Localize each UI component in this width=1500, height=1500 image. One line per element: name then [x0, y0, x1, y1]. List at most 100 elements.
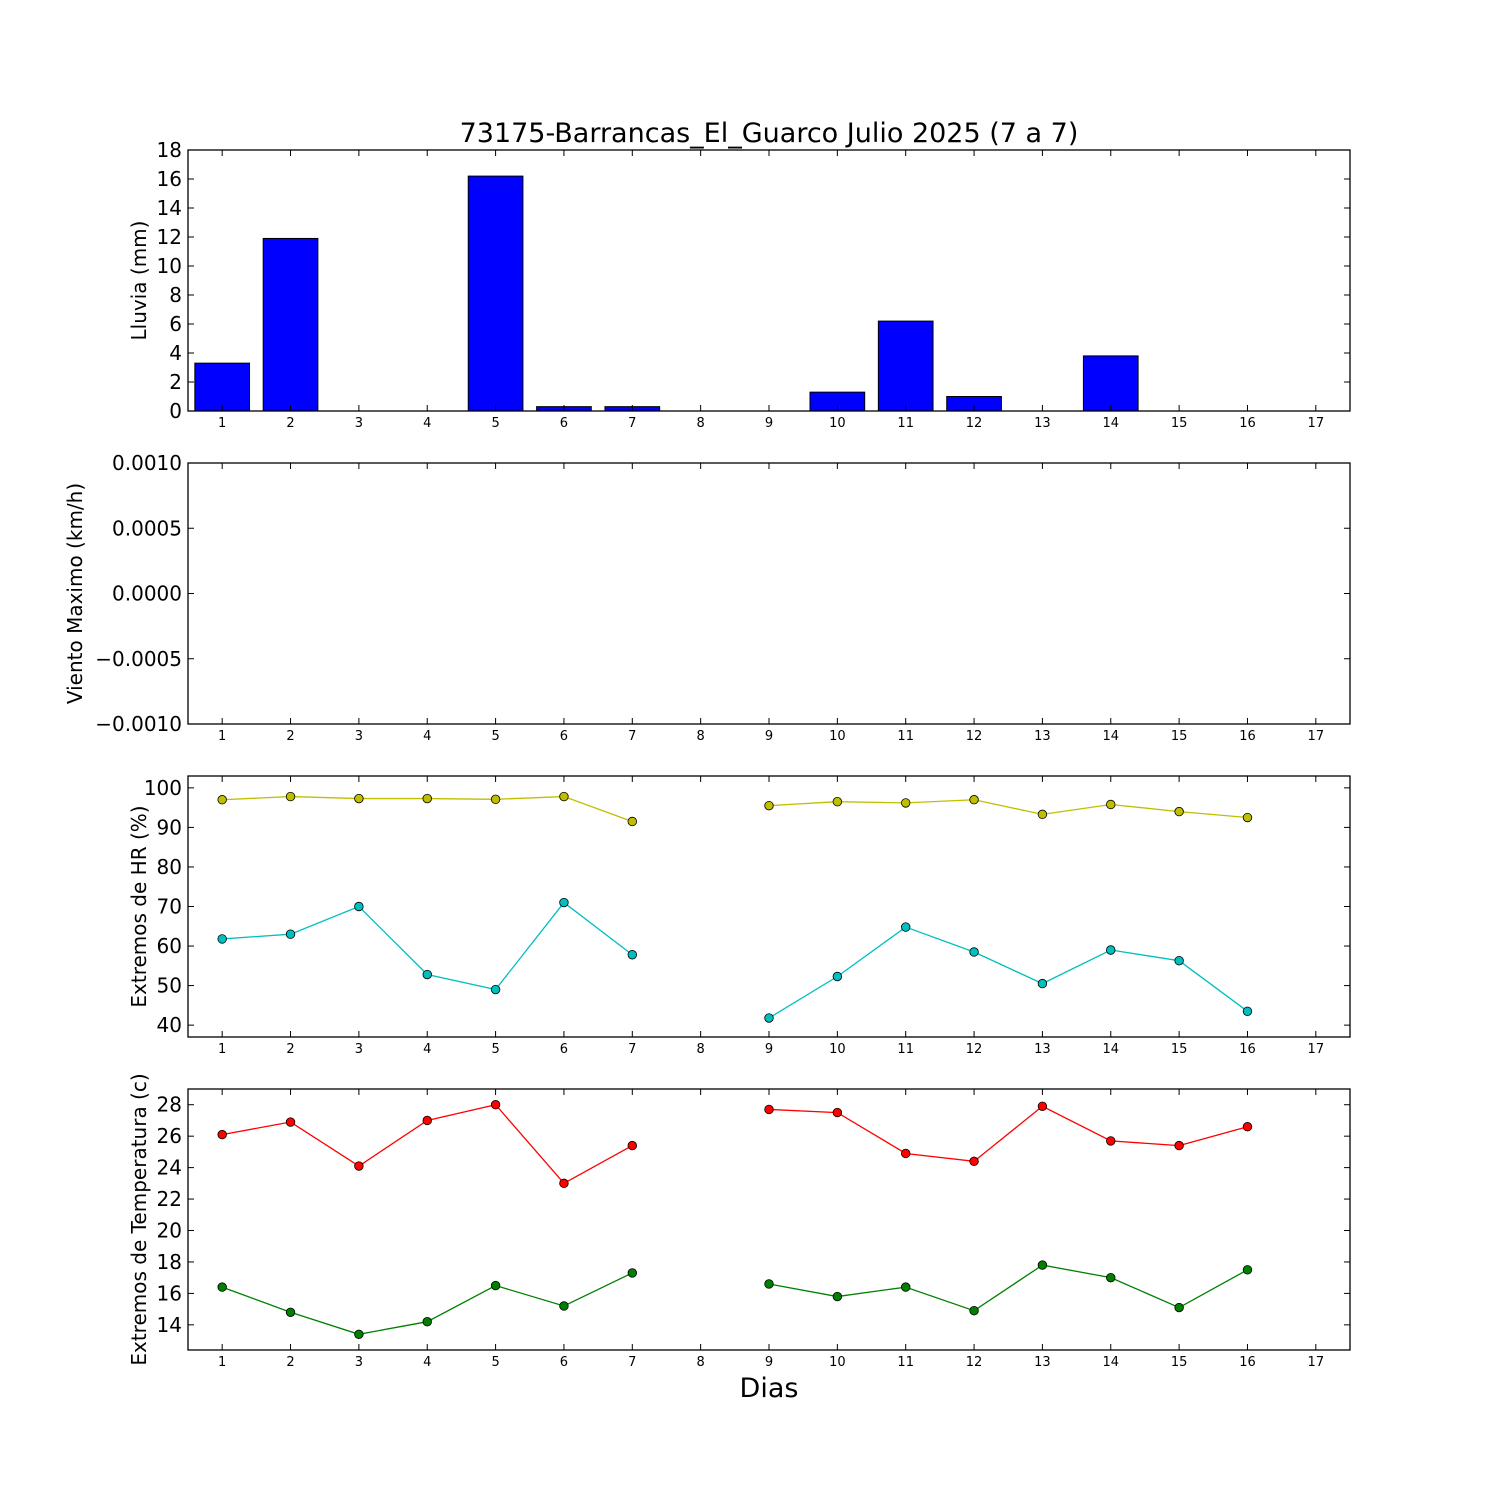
temperatura-point-day-16	[1242, 1122, 1253, 1132]
bar-day-5	[467, 175, 524, 412]
temperatura-point-day-14	[1106, 1272, 1116, 1283]
bar-day-11	[877, 320, 934, 412]
lluvia-xtick-label: 15	[1171, 416, 1188, 431]
lluvia-ytick-label: 0	[169, 399, 182, 423]
temperatura-series-1	[217, 1260, 1253, 1339]
hr-point-day-1	[217, 795, 227, 805]
temperatura-xtick-label: 13	[1034, 1355, 1051, 1370]
temperatura-series-0-line-1	[768, 1105, 1248, 1163]
hr-point-day-2	[285, 791, 296, 802]
hr-xtick-label: 8	[697, 1042, 705, 1057]
hr-point-day-10	[832, 971, 843, 982]
lluvia-ytick-label: 18	[157, 138, 182, 162]
lluvia-ylabel: Lluvia (mm)	[127, 221, 151, 341]
panel-hr: 1 2 3 4 5 6 7 8 9 10 11 12 13 14 15 16 17405060708090100…	[127, 775, 1351, 1057]
temperatura-point-day-4	[422, 1115, 432, 1126]
viento-xtick-label: 4	[423, 729, 431, 744]
hr-point-day-3	[354, 793, 364, 804]
lluvia-ytick-label: 4	[169, 341, 182, 365]
chart-title: 73175-Barrancas_El_Guarco Julio 2025 (7 …	[460, 118, 1079, 149]
viento-xtick-label: 12	[966, 729, 983, 744]
x-axis-label: Dias	[740, 1373, 799, 1404]
hr-point-day-4	[422, 969, 432, 980]
temperatura-xtick-label: 10	[829, 1355, 846, 1370]
hr-xtick-label: 12	[966, 1042, 983, 1057]
hr-point-day-13	[1037, 978, 1048, 989]
temperatura-point-day-15	[1174, 1302, 1184, 1313]
hr-point-day-15	[1174, 806, 1184, 817]
hr-ytick-label: 100	[144, 776, 182, 800]
hr-xtick-label: 15	[1171, 1042, 1188, 1057]
temperatura-point-day-14	[1106, 1136, 1116, 1146]
lluvia-xtick-label: 2	[286, 416, 294, 431]
viento-xtick-label: 14	[1102, 729, 1119, 744]
temperatura-xtick-label: 8	[697, 1355, 705, 1370]
hr-point-day-16	[1242, 1006, 1253, 1017]
viento-ytick-label: −0.0005	[95, 647, 182, 671]
hr-series-0-line-1	[768, 799, 1248, 819]
temperatura-point-day-2	[285, 1307, 296, 1317]
temperatura-series-1-line-1	[768, 1264, 1248, 1312]
hr-xtick-label: 3	[355, 1042, 363, 1057]
hr-point-day-4	[422, 793, 432, 804]
lluvia-ytick-label: 8	[169, 283, 182, 307]
lluvia-ytick-label: 2	[169, 370, 182, 394]
viento-ytick-label: 0.0005	[112, 516, 182, 540]
panel-temperatura: 1 2 3 4 5 6 7 8 9 10 11 12 13 14 15 16 17141618202224262…	[127, 1073, 1351, 1370]
temperatura-point-day-4	[422, 1316, 432, 1327]
hr-point-day-5	[490, 794, 501, 805]
bar-day-14	[1082, 355, 1139, 412]
hr-xtick-label: 11	[897, 1042, 914, 1057]
temperatura-point-day-11	[901, 1148, 911, 1159]
hr-xtick-label: 1	[218, 1042, 226, 1057]
viento-ylabel: Viento Maximo (km/h)	[63, 483, 87, 704]
temperatura-xtick-label: 16	[1239, 1355, 1256, 1370]
hr-point-day-9	[764, 800, 774, 811]
lluvia-xtick-label: 3	[355, 416, 363, 431]
hr-point-day-16	[1242, 812, 1253, 823]
temperatura-point-day-3	[354, 1161, 364, 1171]
temperatura-xtick-label: 7	[628, 1355, 636, 1370]
hr-xtick-label: 16	[1239, 1042, 1256, 1057]
lluvia-xtick-label: 11	[897, 416, 914, 431]
bar-day-2	[262, 237, 319, 412]
temperatura-xtick-label: 2	[286, 1355, 294, 1370]
temperatura-point-day-1	[217, 1282, 227, 1292]
hr-ytick-label: 40	[157, 1013, 182, 1037]
hr-series-0	[217, 791, 1253, 827]
hr-ytick-label: 60	[157, 934, 182, 958]
hr-point-day-9	[764, 1013, 774, 1023]
temperatura-point-day-3	[354, 1329, 364, 1339]
lluvia-xtick-label: 4	[423, 416, 431, 431]
temperatura-point-day-15	[1174, 1140, 1184, 1151]
lluvia-xtick-label: 10	[829, 416, 846, 431]
lluvia-xtick-label: 13	[1034, 416, 1051, 431]
viento-xtick-label: 10	[829, 729, 846, 744]
hr-ytick-label: 50	[157, 974, 182, 998]
lluvia-ytick-label: 6	[169, 312, 182, 336]
temperatura-point-day-11	[901, 1282, 911, 1292]
temperatura-ytick-label: 14	[157, 1313, 182, 1337]
panel-viento: 1 2 3 4 5 6 7 8 9 10 11 12 13 14 15 16 17−0.0010−0.00050…	[63, 451, 1351, 744]
hr-point-day-5	[490, 984, 501, 995]
hr-xtick-label: 6	[560, 1042, 568, 1057]
panel-lluvia: 1 2 3 4 5 6 7 8 9 10 11 12 13 14 15 16 17024681012141618…	[127, 138, 1351, 431]
lluvia-xtick-label: 5	[491, 416, 499, 431]
hr-point-day-7	[627, 816, 637, 827]
temperatura-xtick-label: 1	[218, 1355, 226, 1370]
temperatura-point-day-1	[217, 1129, 227, 1140]
viento-xtick-label: 2	[286, 729, 294, 744]
viento-ytick-label: 0.0000	[112, 582, 182, 606]
hr-point-day-11	[901, 798, 911, 808]
temperatura-xtick-label: 12	[966, 1355, 983, 1370]
temperatura-point-day-5	[490, 1280, 501, 1291]
temperatura-xtick-label: 11	[897, 1355, 914, 1370]
temperatura-ytick-label: 24	[157, 1156, 182, 1180]
hr-xtick-label: 14	[1102, 1042, 1119, 1057]
temperatura-xtick-label: 4	[423, 1355, 431, 1370]
lluvia-xtick-label: 14	[1102, 416, 1119, 431]
temperatura-point-day-16	[1242, 1265, 1253, 1275]
viento-xtick-label: 5	[491, 729, 499, 744]
temperatura-point-day-5	[490, 1100, 501, 1110]
